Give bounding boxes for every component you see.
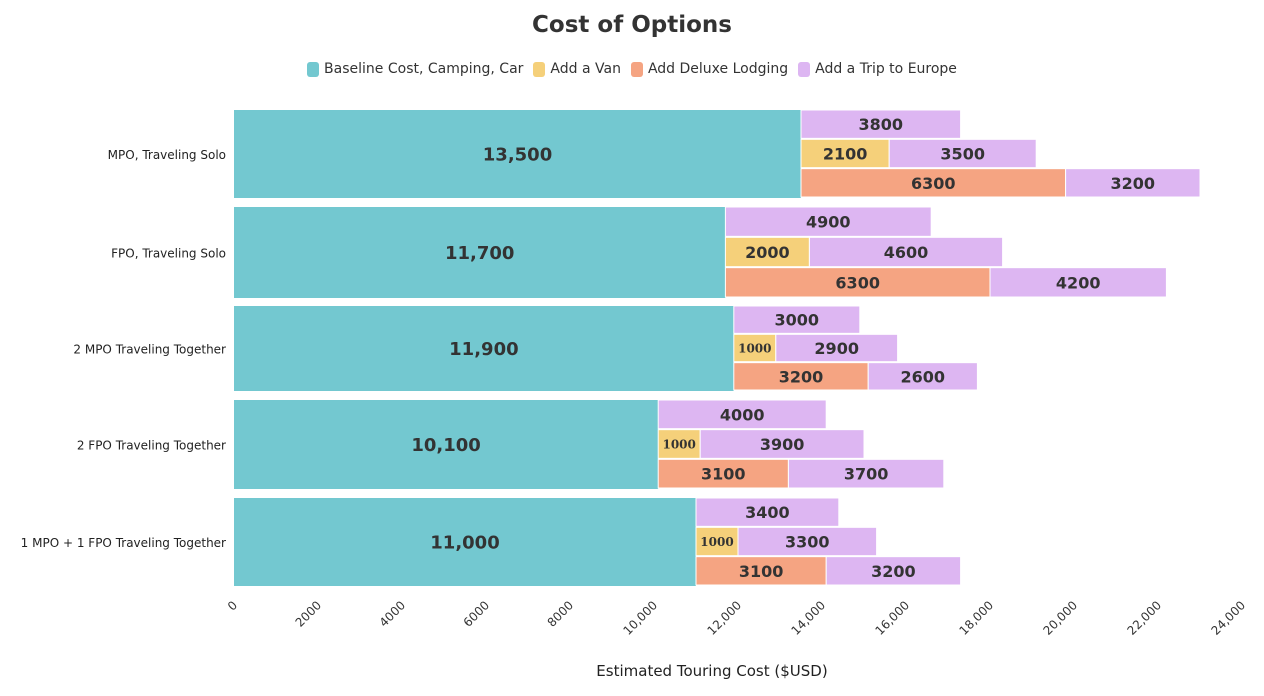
- bar-van: [724, 236, 810, 268]
- x-tick-label: 16,000: [873, 598, 913, 638]
- bar-europe: [657, 399, 827, 430]
- data-label-van: 2100: [823, 145, 868, 164]
- x-axis-label: Estimated Touring Cost ($USD): [596, 662, 828, 680]
- bar-baseline: [234, 207, 726, 298]
- bar-lodging: [657, 458, 789, 489]
- x-tick-label: 22,000: [1125, 598, 1165, 638]
- bar-van: [695, 526, 739, 557]
- data-label-europe: 4200: [1056, 273, 1101, 292]
- x-tick-label: 6000: [461, 598, 492, 629]
- data-label-europe: 2900: [814, 339, 859, 358]
- data-label-europe: 4600: [884, 243, 929, 262]
- x-tick-label: 4000: [377, 598, 408, 629]
- data-label-baseline: 13,500: [483, 145, 552, 166]
- legend-swatch-europe: [798, 61, 811, 77]
- bar-lodging: [733, 362, 869, 391]
- bar-europe: [724, 206, 932, 237]
- data-label-europe: 3700: [844, 465, 889, 484]
- bar-europe: [699, 429, 865, 459]
- legend-swatch-baseline: [307, 61, 320, 77]
- legend-swatch-van: [533, 61, 546, 77]
- data-label-lodging: 6300: [911, 174, 956, 193]
- y-category-label: MPO, Traveling Solo: [108, 148, 226, 162]
- chart-title: Cost of Options: [532, 12, 732, 38]
- legend-item-baseline[interactable]: Baseline Cost, Camping, Car: [307, 61, 523, 77]
- y-category-label: 2 MPO Traveling Together: [73, 343, 226, 357]
- data-label-europe: 3300: [785, 533, 830, 552]
- data-label-van: 1000: [700, 535, 733, 549]
- bar-baseline: [234, 400, 659, 489]
- y-category-label: 2 FPO Traveling Together: [77, 439, 226, 453]
- legend-swatch-lodging: [630, 61, 643, 77]
- bar-europe: [733, 305, 861, 334]
- bar-van: [800, 138, 890, 169]
- data-label-van: 2000: [745, 243, 790, 262]
- data-label-europe: 4000: [720, 405, 765, 424]
- legend: Baseline Cost, Camping, Car Add a Van Ad…: [0, 61, 1264, 77]
- data-label-baseline: 10,100: [411, 435, 480, 456]
- bar-europe: [695, 497, 840, 527]
- data-label-europe: 3400: [745, 503, 790, 522]
- legend-label-baseline: Baseline Cost, Camping, Car: [324, 61, 524, 77]
- data-label-lodging: 3100: [701, 465, 746, 484]
- data-label-van: 1000: [662, 438, 695, 452]
- bar-europe: [867, 362, 978, 391]
- data-label-europe: 3000: [775, 311, 820, 330]
- x-tick-label: 2000: [293, 598, 324, 629]
- data-label-van: 1000: [738, 342, 771, 356]
- data-label-baseline: 11,000: [430, 533, 499, 554]
- data-label-europe: 3200: [1111, 174, 1156, 193]
- x-tick-label: 8000: [545, 598, 576, 629]
- y-category-label: 1 MPO + 1 FPO Traveling Together: [21, 536, 226, 550]
- data-label-europe: 2600: [901, 367, 946, 386]
- data-label-lodging: 6300: [835, 273, 880, 292]
- data-label-europe: 3800: [859, 115, 904, 134]
- data-label-europe: 3500: [940, 145, 985, 164]
- bar-van: [657, 429, 701, 459]
- bar-baseline: [234, 306, 734, 391]
- bar-europe: [800, 109, 962, 139]
- legend-item-van[interactable]: Add a Van: [533, 61, 621, 77]
- bar-europe: [737, 526, 878, 557]
- x-tick-label: 10,000: [621, 598, 661, 638]
- bar-van: [733, 333, 777, 363]
- data-label-baseline: 11,900: [449, 339, 518, 360]
- x-tick-label: 0: [225, 598, 240, 613]
- legend-item-europe[interactable]: Add a Trip to Europe: [798, 61, 957, 77]
- legend-label-lodging: Add Deluxe Lodging: [647, 61, 789, 77]
- x-tick-label: 20,000: [1041, 598, 1081, 638]
- data-label-europe: 4900: [806, 213, 851, 232]
- data-label-europe: 3900: [760, 435, 805, 454]
- bar-europe: [1065, 168, 1201, 198]
- bar-europe: [888, 138, 1037, 169]
- bar-europe: [989, 267, 1167, 298]
- data-label-lodging: 3100: [739, 562, 784, 581]
- bar-baseline: [234, 498, 696, 586]
- bar-europe: [825, 556, 962, 586]
- data-label-baseline: 11,700: [445, 243, 514, 264]
- legend-label-europe: Add a Trip to Europe: [815, 61, 957, 77]
- bar-europe: [808, 236, 1004, 268]
- legend-label-van: Add a Van: [550, 61, 621, 77]
- bar-baseline: [234, 110, 801, 198]
- x-tick-label: 12,000: [705, 598, 745, 638]
- y-category-label: FPO, Traveling Solo: [111, 247, 226, 261]
- bar-lodging: [724, 267, 991, 298]
- x-tick-label: 24,000: [1209, 598, 1249, 638]
- bar-lodging: [800, 168, 1067, 198]
- data-label-lodging: 3200: [779, 367, 824, 386]
- data-label-europe: 3200: [871, 562, 916, 581]
- bar-lodging: [695, 556, 827, 586]
- bar-europe: [775, 333, 899, 363]
- x-tick-label: 18,000: [957, 598, 997, 638]
- bar-europe: [787, 458, 945, 489]
- legend-item-lodging[interactable]: Add Deluxe Lodging: [630, 61, 789, 77]
- x-tick-label: 14,000: [789, 598, 829, 638]
